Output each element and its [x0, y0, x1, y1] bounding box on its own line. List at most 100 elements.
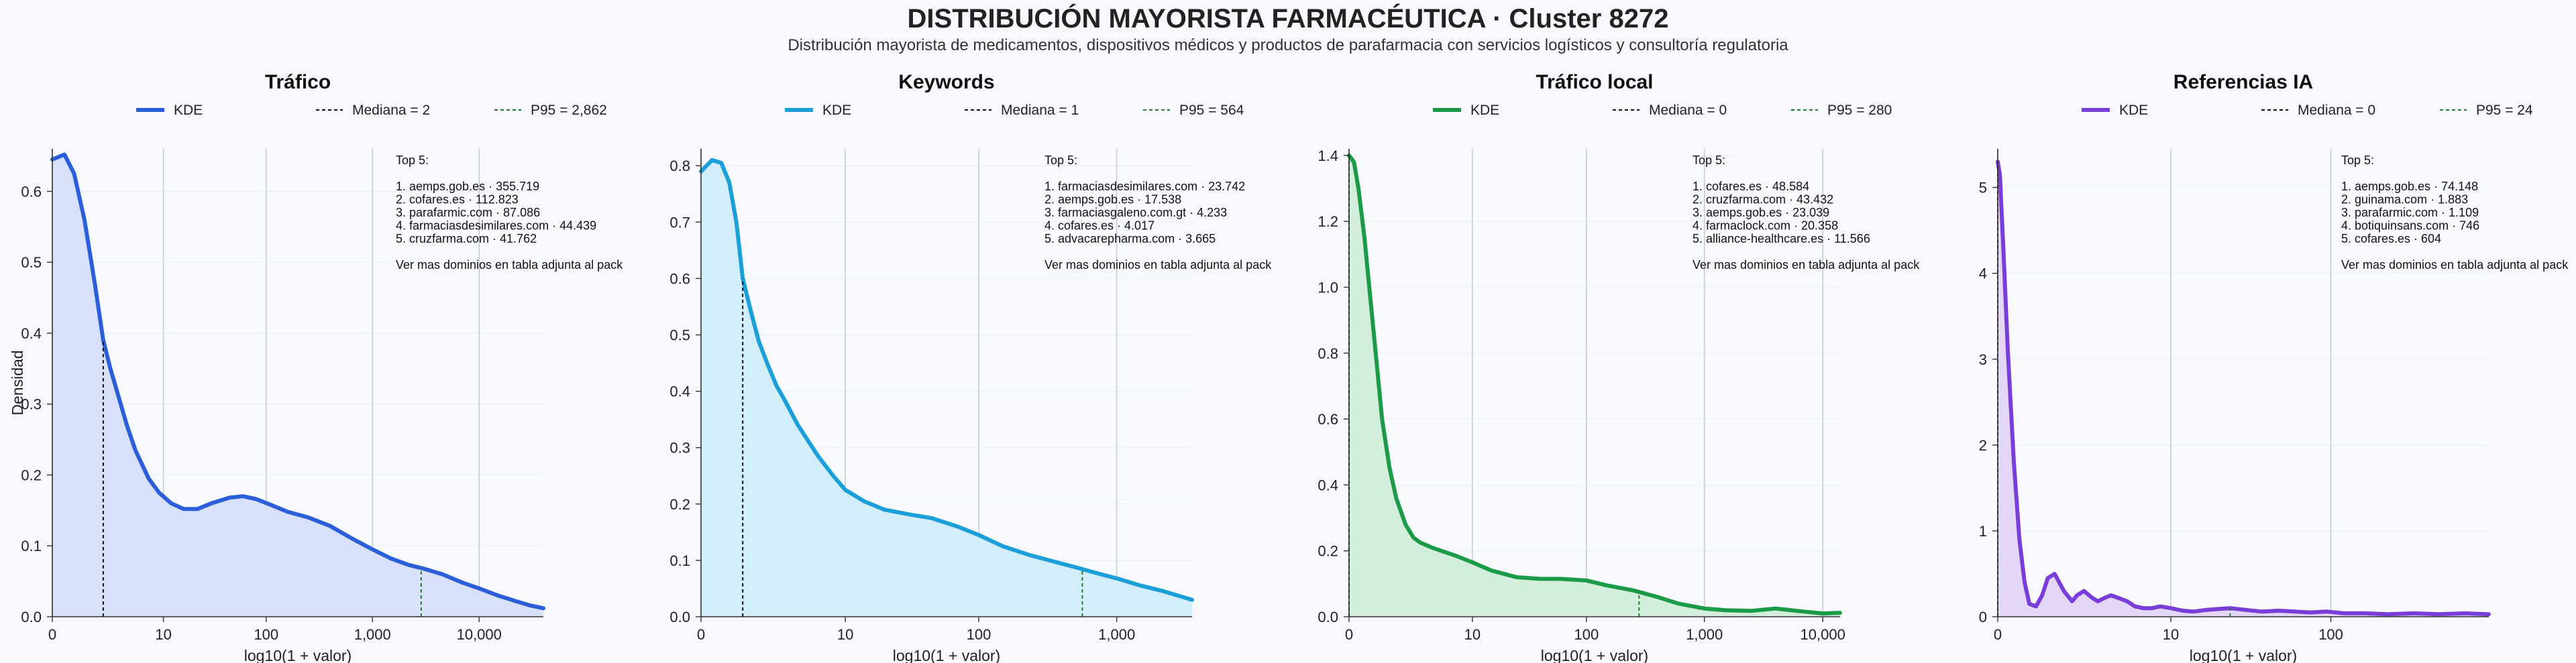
- x-tick-label: 0: [1345, 626, 1353, 643]
- x-tick-label: 1,000: [1686, 626, 1723, 643]
- y-tick-label: 0.4: [21, 325, 42, 342]
- x-axis-label: log10(1 + valor): [1541, 647, 1648, 663]
- y-tick-label: 0.2: [1318, 543, 1338, 560]
- plot-area: [1349, 149, 1840, 617]
- top5-annotation: Top 5: 1. farmaciasdesimilares.com · 23.7…: [1044, 154, 1272, 272]
- chart-panel-2: 0.0 0.1 0.2 0.3 0.4 0.5 0.6 0.7 0.8 0 10 100 1,000 lo…: [669, 71, 1272, 663]
- annotation-footer: Ver mas dominios en tabla adjunta al pac…: [396, 258, 623, 272]
- page-subtitle: Distribución mayorista de medicamentos, …: [788, 36, 1788, 54]
- y-tick-label: 0.5: [21, 254, 42, 271]
- chart-title: Referencias IA: [2174, 71, 2313, 93]
- annotation-item: 2. cruzfarma.com · 43.432: [1693, 193, 1833, 206]
- y-tick-label: 3: [1979, 351, 1987, 368]
- plot-area: [1998, 149, 2489, 617]
- legend-median-label: Mediana = 0: [2298, 103, 2375, 118]
- annotation-item: 5. cofares.es · 604: [2341, 232, 2441, 245]
- annotation-item: 3. aemps.gob.es · 23.039: [1693, 206, 1829, 219]
- x-tick-label: 10,000: [457, 626, 502, 643]
- kde-line: [1347, 153, 1842, 616]
- kde-area: [701, 160, 1192, 617]
- chart-title: Tráfico: [265, 71, 331, 93]
- x-tick-label: 10,000: [1801, 626, 1845, 643]
- y-tick-label: 0.3: [21, 396, 42, 413]
- x-tick-label: 100: [1574, 626, 1599, 643]
- annotation-footer: Ver mas dominios en tabla adjunta al pac…: [1044, 258, 1272, 272]
- y-tick-label: 0.0: [1318, 609, 1338, 625]
- legend-p95-label: P95 = 24: [2476, 103, 2533, 118]
- x-tick-label: 1,000: [1098, 626, 1135, 643]
- kde-line: [50, 152, 545, 611]
- annotation-footer: Ver mas dominios en tabla adjunta al pac…: [2341, 258, 2569, 272]
- annotation-item: 3. farmaciasgaleno.com.gt · 4.233: [1044, 206, 1227, 219]
- y-tick-label: 0.1: [21, 538, 42, 554]
- annotation-item: 1. aemps.gob.es · 355.719: [396, 180, 539, 193]
- y-tick-label: 0: [1979, 609, 1987, 625]
- legend-p95-label: P95 = 564: [1179, 103, 1244, 118]
- annotation-item: 5. cruzfarma.com · 41.762: [396, 232, 537, 245]
- annotation-item: 3. parafarmic.com · 87.086: [396, 206, 540, 219]
- kde-area: [52, 154, 543, 617]
- kde-line: [1996, 160, 2491, 617]
- y-axis-label: Densidad: [9, 350, 26, 415]
- legend: KDE Mediana = 2 P95 = 2,862: [136, 103, 607, 118]
- y-tick-label: 0.4: [669, 383, 690, 400]
- y-tick-label: 0.6: [1318, 411, 1338, 428]
- y-tick-label: 0.5: [669, 327, 690, 344]
- x-tick-label: 10: [837, 626, 853, 643]
- legend-median-label: Mediana = 2: [352, 103, 430, 118]
- y-tick-label: 0.2: [21, 467, 42, 483]
- annotation-item: 4. botiquinsans.com · 746: [2341, 219, 2479, 233]
- y-tick-label: 1.2: [1318, 213, 1338, 230]
- x-tick-label: 0: [697, 626, 705, 643]
- legend: KDE Mediana = 1 P95 = 564: [785, 103, 1244, 118]
- annotation-item: 2. aemps.gob.es · 17.538: [1044, 193, 1181, 206]
- legend-kde-label: KDE: [2119, 103, 2148, 118]
- legend-p95-label: P95 = 2,862: [531, 103, 607, 118]
- x-tick-label: 10: [1464, 626, 1481, 643]
- y-tick-label: 0.1: [669, 552, 690, 569]
- y-tick-label: 1.0: [1318, 279, 1338, 296]
- annotation-item: 1. aemps.gob.es · 74.148: [2341, 180, 2478, 193]
- x-tick-label: 0: [48, 626, 56, 643]
- y-tick-label: 0.8: [1318, 345, 1338, 362]
- y-tick-label: 5: [1979, 180, 1987, 196]
- y-tick-label: 0.0: [669, 609, 690, 625]
- annotation-header: Top 5:: [1693, 154, 1725, 167]
- x-tick-label: 100: [254, 626, 278, 643]
- chart-panel-4: 0 1 2 3 4 5 0 10 100 log10(1 + valor) Referencias …: [1979, 71, 2569, 663]
- x-tick-label: 1,000: [354, 626, 391, 643]
- x-tick-label: 10: [155, 626, 171, 643]
- annotation-item: 4. farmaciasdesimilares.com · 44.439: [396, 219, 596, 233]
- y-tick-label: 0.7: [669, 214, 690, 231]
- annotation-footer: Ver mas dominios en tabla adjunta al pac…: [1693, 258, 1920, 272]
- x-axis-label: log10(1 + valor): [2190, 647, 2297, 663]
- x-tick-label: 100: [967, 626, 991, 643]
- annotation-item: 4. cofares.es · 4.017: [1044, 219, 1155, 233]
- y-tick-label: 0.2: [669, 496, 690, 513]
- page-title: DISTRIBUCIÓN MAYORISTA FARMACÉUTICA · Cl…: [907, 4, 1669, 34]
- y-tick-label: 2: [1979, 437, 1987, 454]
- annotation-item: 5. alliance-healthcare.es · 11.566: [1693, 232, 1870, 245]
- kde-area: [1349, 155, 1840, 617]
- y-tick-label: 0.0: [21, 609, 42, 625]
- x-axis-label: log10(1 + valor): [893, 647, 1000, 663]
- y-tick-label: 4: [1979, 265, 1987, 282]
- legend-median-label: Mediana = 0: [1649, 103, 1727, 118]
- x-tick-label: 100: [2318, 626, 2343, 643]
- legend: KDE Mediana = 0 P95 = 24: [2082, 103, 2533, 118]
- y-tick-label: 1.4: [1318, 147, 1338, 164]
- annotation-item: 2. cofares.es · 112.823: [396, 193, 519, 206]
- annotation-item: 1. cofares.es · 48.584: [1693, 180, 1809, 193]
- legend-kde-label: KDE: [174, 103, 203, 118]
- x-axis-label: log10(1 + valor): [244, 647, 352, 663]
- legend-median-label: Mediana = 1: [1001, 103, 1079, 118]
- annotation-item: 5. advacarepharma.com · 3.665: [1044, 232, 1216, 245]
- x-tick-label: 0: [1994, 626, 2002, 643]
- annotation-header: Top 5:: [1044, 154, 1077, 167]
- legend-kde-label: KDE: [822, 103, 851, 118]
- annotation-header: Top 5:: [396, 154, 429, 167]
- kde-line: [699, 158, 1194, 602]
- chart-panel-3: 0.0 0.2 0.4 0.6 0.8 1.0 1.2 1.4 0 10 100 1,000 10,00…: [1318, 71, 1920, 663]
